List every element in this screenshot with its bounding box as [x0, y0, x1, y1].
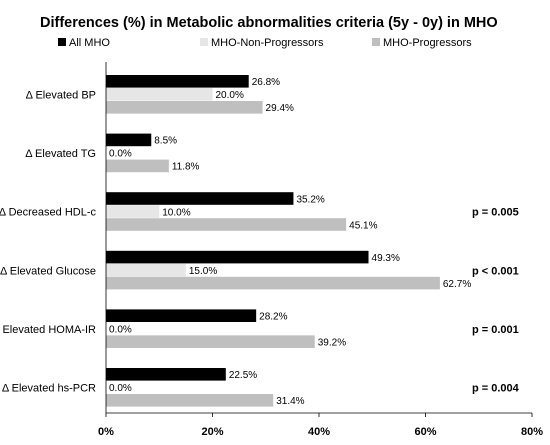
bar: [106, 88, 213, 101]
p-value-labels: p = 0.005 p < 0.001 p = 0.001 p = 0.004: [472, 207, 520, 395]
data-labels: 26.8% 20.0% 29.4% 8.5% 0.0% 11.8% 35.2% 10.0% 45…: [109, 77, 471, 407]
bar: [106, 335, 315, 348]
data-label: 39.2%: [318, 338, 346, 349]
x-tick-label: 40%: [308, 426, 330, 438]
p-value: p = 0.005: [472, 207, 519, 219]
p-value: p < 0.001: [472, 265, 519, 277]
data-label: 22.5%: [229, 370, 257, 381]
bar: [106, 218, 347, 231]
bar: [106, 309, 257, 322]
data-label: 62.7%: [443, 279, 471, 290]
data-label: 0.0%: [109, 149, 132, 160]
bar: [106, 159, 169, 173]
chart-title: Differences (%) in Metabolic abnormaliti…: [40, 15, 498, 31]
category-label: Δ Decreased HDL-c: [0, 207, 96, 219]
category-label: Δ Elevated BP: [26, 90, 96, 102]
data-label: 0.0%: [109, 383, 132, 394]
data-label: 15.0%: [189, 266, 217, 277]
bar: [106, 75, 249, 88]
data-label: 26.8%: [252, 77, 280, 88]
x-tick-label: 60%: [414, 426, 436, 438]
bar: [106, 394, 274, 407]
category-label: Δ Elevated HOMA-IR: [0, 324, 96, 336]
bar: [106, 101, 263, 114]
bars: [106, 75, 440, 407]
data-label: 49.3%: [372, 253, 400, 264]
bar: [106, 368, 226, 381]
x-tick-label: 0%: [98, 426, 114, 438]
p-value: p = 0.001: [472, 324, 519, 336]
x-tick-label: 20%: [201, 426, 223, 438]
category-label: Δ Elevated Glucose: [0, 265, 96, 277]
legend-swatch: [200, 38, 208, 46]
legend-swatch: [372, 38, 380, 46]
data-label: 31.4%: [276, 396, 304, 407]
bar: [106, 263, 186, 277]
category-label: Δ Elevated TG: [25, 148, 96, 160]
data-label: 20.0%: [216, 90, 244, 101]
bar: [106, 250, 369, 264]
data-label: 35.2%: [296, 194, 324, 205]
data-label: 45.1%: [349, 220, 377, 231]
category-label: Δ Elevated hs-PCR: [2, 383, 96, 395]
bar: [106, 192, 294, 205]
legend-label: All MHO: [69, 37, 110, 49]
category-labels: Δ Elevated BP Δ Elevated TG Δ Decreased HD…: [0, 90, 96, 395]
x-axis: 0% 20% 40% 60% 80%: [98, 62, 543, 438]
bar: [106, 205, 160, 218]
data-label: 10.0%: [162, 207, 190, 218]
data-label: 0.0%: [109, 325, 132, 336]
bar: [106, 276, 440, 290]
bar: [106, 133, 152, 147]
legend-swatch: [58, 38, 66, 46]
p-value: p = 0.004: [472, 383, 520, 395]
data-label: 29.4%: [266, 103, 294, 114]
legend: All MHO MHO-Non-Progressors MHO-Progressor…: [58, 37, 472, 49]
legend-label: MHO-Progressors: [383, 37, 472, 49]
legend-label: MHO-Non-Progressors: [211, 37, 324, 49]
x-tick-label: 80%: [521, 426, 543, 438]
data-label: 8.5%: [154, 136, 177, 147]
data-label: 28.2%: [259, 312, 287, 323]
data-label: 11.8%: [172, 162, 200, 173]
